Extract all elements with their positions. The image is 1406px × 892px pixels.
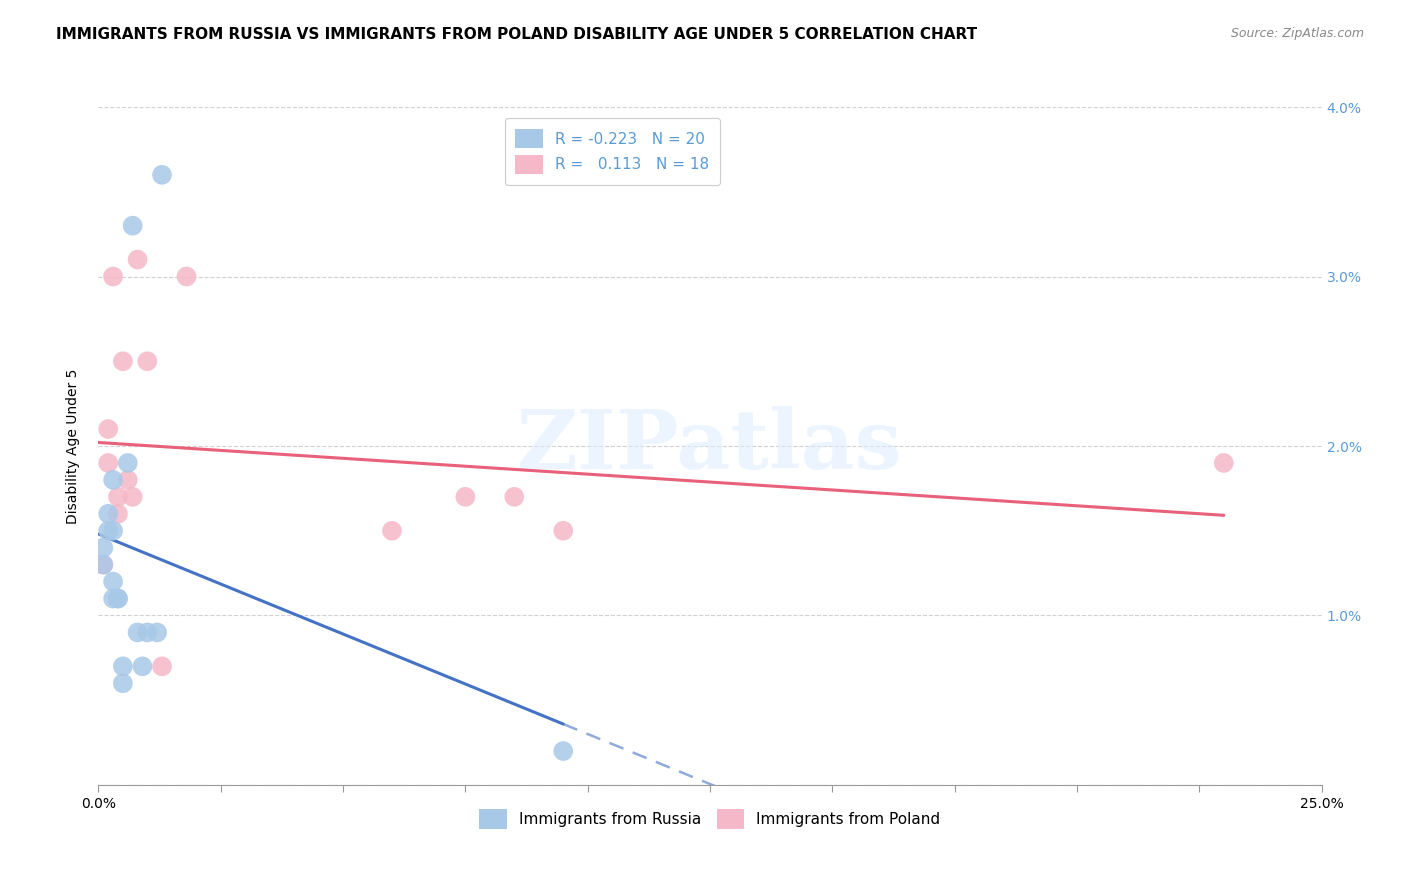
Point [111, 354, 134, 368]
Y-axis label: Disability Age Under 5: Disability Age Under 5 [66, 368, 80, 524]
Point [503, 490, 526, 504]
Point [454, 490, 477, 504]
Point [176, 269, 198, 284]
Point [117, 456, 139, 470]
Point [101, 574, 124, 589]
Point [101, 524, 124, 538]
Point [91, 541, 114, 555]
Point [127, 625, 149, 640]
Point [107, 490, 129, 504]
Text: Source: ZipAtlas.com: Source: ZipAtlas.com [1230, 27, 1364, 40]
Point [107, 507, 129, 521]
Point [101, 473, 124, 487]
Point [136, 354, 159, 368]
Point [111, 676, 134, 690]
Point [553, 744, 575, 758]
Point [136, 625, 159, 640]
Point [107, 591, 129, 606]
Text: IMMIGRANTS FROM RUSSIA VS IMMIGRANTS FROM POLAND DISABILITY AGE UNDER 5 CORRELAT: IMMIGRANTS FROM RUSSIA VS IMMIGRANTS FRO… [56, 27, 977, 42]
Point [101, 269, 124, 284]
Point [91, 558, 114, 572]
Point [150, 659, 173, 673]
Point [101, 591, 124, 606]
Point [117, 473, 139, 487]
Legend: Immigrants from Russia, Immigrants from Poland: Immigrants from Russia, Immigrants from … [474, 803, 946, 835]
Point [146, 625, 169, 640]
Point [97, 507, 120, 521]
Point [121, 490, 143, 504]
Point [97, 422, 120, 436]
Point [121, 219, 143, 233]
Point [150, 168, 173, 182]
Point [97, 456, 120, 470]
Point [111, 659, 134, 673]
Point [553, 524, 575, 538]
Point [131, 659, 153, 673]
Text: ZIPatlas: ZIPatlas [517, 406, 903, 486]
Point [107, 591, 129, 606]
Point [91, 558, 114, 572]
Point [97, 524, 120, 538]
Point [381, 524, 404, 538]
Point [1212, 456, 1234, 470]
Point [127, 252, 149, 267]
